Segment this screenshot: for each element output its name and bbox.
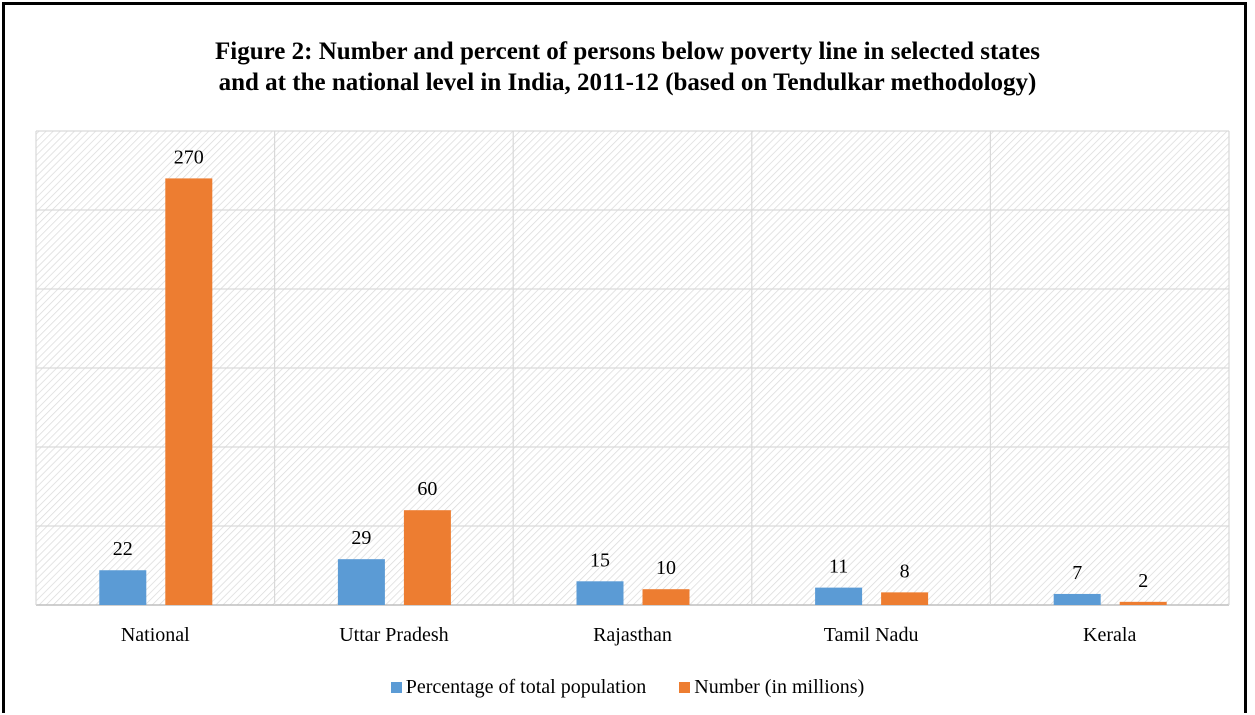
data-label: 270 — [174, 146, 204, 168]
bar-percentage-tamil-nadu — [815, 587, 863, 605]
data-label: 11 — [829, 556, 848, 578]
legend-item-number[interactable]: Number (in millions) — [679, 676, 864, 699]
bar-number-uttar-pradesh — [403, 510, 451, 605]
legend-label-number: Number (in millions) — [694, 676, 865, 698]
bar-number-tamil-nadu — [881, 592, 929, 605]
legend-swatch-orange — [679, 682, 691, 693]
bar-number-kerala — [1119, 601, 1167, 605]
bar-percentage-rajasthan — [576, 581, 624, 605]
bar-number-rajasthan — [642, 589, 690, 605]
category-label: Rajasthan — [593, 624, 672, 646]
category-label: Kerala — [1083, 624, 1136, 646]
legend-item-percentage[interactable]: Percentage of total population — [390, 676, 647, 699]
data-label: 60 — [417, 478, 437, 500]
data-label: 8 — [900, 560, 910, 582]
data-labels: 22 270 29 60 15 10 11 8 7 2 — [113, 146, 1148, 591]
bar-percentage-kerala — [1053, 593, 1101, 605]
data-label: 15 — [590, 549, 610, 571]
data-label: 22 — [113, 538, 133, 560]
category-label: Uttar Pradesh — [339, 624, 448, 646]
chart-title: Figure 2: Number and percent of persons … — [0, 36, 1255, 98]
category-label: National — [121, 624, 190, 646]
bar-percentage-uttar-pradesh — [337, 559, 385, 605]
data-label: 7 — [1072, 562, 1082, 584]
category-label: Tamil Nadu — [824, 624, 919, 646]
legend-swatch-blue — [390, 682, 402, 693]
data-label: 10 — [656, 557, 676, 579]
data-label: 29 — [351, 527, 371, 549]
bar-percentage-national — [99, 570, 147, 605]
chart-title-line-1: Figure 2: Number and percent of persons … — [215, 38, 1040, 65]
data-label: 2 — [1138, 570, 1148, 592]
bar-number-national — [165, 178, 213, 605]
gridlines — [35, 130, 1230, 606]
legend: Percentage of total population Number (i… — [0, 676, 1255, 699]
chart-title-line-2: and at the national level in India, 2011… — [218, 69, 1037, 96]
legend-label-percentage: Percentage of total population — [405, 676, 647, 698]
category-labels: National Uttar Pradesh Rajasthan Tamil Nadu… — [121, 624, 1137, 646]
bars — [99, 178, 1167, 605]
